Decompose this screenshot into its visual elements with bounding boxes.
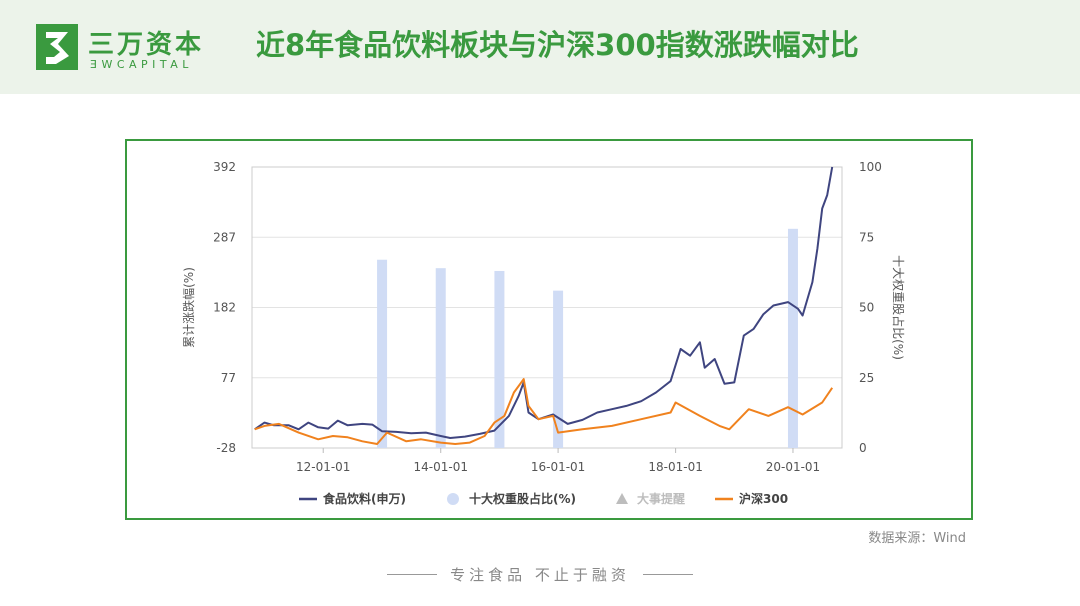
y-left-tick-label: 392 <box>213 160 236 174</box>
y-right-tick-label: 100 <box>859 160 882 174</box>
chart-frame: 392 100 287 75 182 50 77 25 -28 0 12-01-01 14-01-01… <box>125 139 973 520</box>
legend-label: 沪深300 <box>739 491 788 506</box>
legend-label: 大事提醒 <box>637 491 685 506</box>
x-tick-label: 16-01-01 <box>531 460 585 474</box>
hs300-line <box>254 378 834 445</box>
y-right-tick-label: 0 <box>859 441 867 455</box>
data-source: 数据来源：Wind <box>868 531 966 546</box>
y-right-axis-title: 十大权重股占比(%) <box>891 255 906 360</box>
chart-svg: 392 100 287 75 182 50 77 25 -28 0 12-01-01 14-01-01… <box>181 160 906 506</box>
page-title: 近8年食品饮料板块与沪深300指数涨跌幅对比 <box>256 28 859 62</box>
x-tick-label: 20-01-01 <box>766 460 820 474</box>
legend-label: 食品饮料(申万) <box>322 491 406 506</box>
x-tick-label: 14-01-01 <box>414 460 468 474</box>
weight-bar <box>787 228 798 448</box>
legend-circle-marker <box>447 493 459 505</box>
weight-bar <box>553 290 564 448</box>
y-right-tick-label: 75 <box>859 230 874 244</box>
logo-subtitle: ƎWCAPITAL <box>90 58 193 71</box>
weight-bar <box>435 268 446 448</box>
x-tick-label: 18-01-01 <box>648 460 702 474</box>
plot-area-border <box>251 166 843 449</box>
footer-divider-left <box>387 574 438 575</box>
y-left-tick-label: 182 <box>213 301 236 315</box>
y-left-axis-title: 累计涨跌幅(%) <box>181 267 196 348</box>
y-left-tick-label: 77 <box>221 371 236 385</box>
y-left-tick-label: 287 <box>213 230 236 244</box>
footer-divider-right <box>642 574 693 575</box>
company-logo: 三万资本 ƎWCAPITAL <box>34 20 234 76</box>
y-right-tick-label: 50 <box>859 301 874 315</box>
y-left-tick-label: -28 <box>216 441 236 455</box>
y-right-tick-label: 25 <box>859 371 874 385</box>
legend-triangle-marker <box>616 493 628 504</box>
logo-name: 三万资本 <box>88 30 205 60</box>
x-tick-label: 12-01-01 <box>296 460 350 474</box>
footer: 专注食品 不止于融资 <box>0 564 1080 585</box>
logo-mark-icon <box>36 24 78 70</box>
weight-bar <box>377 259 388 448</box>
legend-label: 十大权重股占比(%) <box>469 491 576 506</box>
footer-slogan: 专注食品 不止于融资 <box>450 566 630 584</box>
food-beverage-line <box>254 166 834 439</box>
weight-bar <box>494 270 505 448</box>
header-bar: 三万资本 ƎWCAPITAL 近8年食品饮料板块与沪深300指数涨跌幅对比 <box>0 0 1080 94</box>
